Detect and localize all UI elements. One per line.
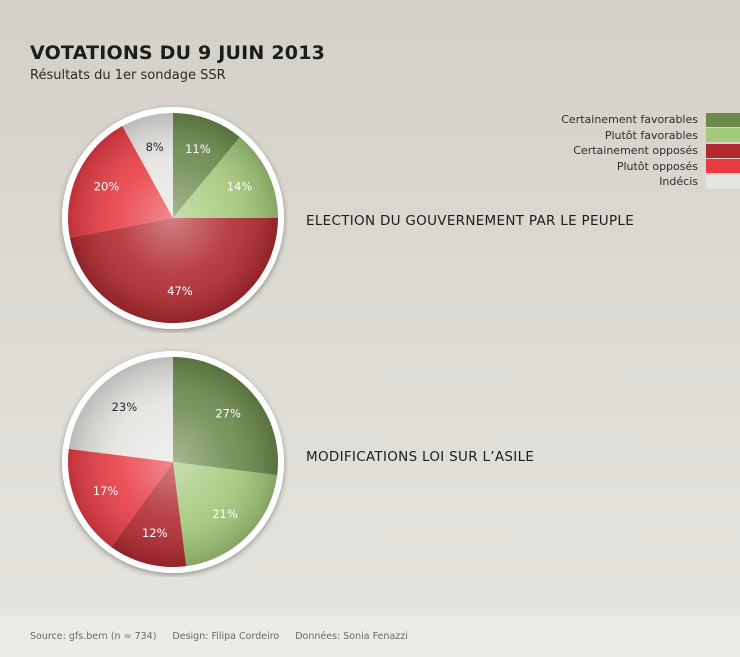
legend-item: Certainement favorables — [480, 112, 740, 128]
legend-label: Plutôt opposés — [616, 159, 698, 173]
pie-chart-asile: 27% 21% 12% 17% 23% MODIFICATIONS LOI SUR L’… — [0, 347, 740, 577]
legend-label: Certainement favorables — [561, 113, 698, 127]
legend-label: Certainement opposés — [573, 144, 698, 158]
pie-sheen — [68, 357, 278, 567]
pie-slice-label: 23% — [112, 400, 138, 414]
legend-swatch — [706, 112, 740, 127]
pie-chart-election: 11% 14% 47% 20% 8% ELECTION DU GOUVERNEMENT … — [0, 103, 740, 333]
pie-chart-label: ELECTION DU GOUVERNEMENT PAR LE PEUPLE — [306, 213, 635, 229]
footer-source: Source: gfs.bern (n = 734) — [30, 631, 157, 642]
chart-subtitle: Résultats du 1er sondage SSR — [30, 68, 226, 83]
pie-slice-label: 11% — [185, 142, 211, 156]
legend-item: Certainement opposés — [480, 143, 740, 159]
pie-slice-label: 12% — [142, 526, 168, 540]
pie-chart-label: MODIFICATIONS LOI SUR L’ASILE — [306, 449, 535, 465]
pie-slice-label: 20% — [94, 180, 120, 194]
pie-slice-label: 47% — [167, 284, 193, 298]
legend-swatch — [706, 159, 740, 174]
legend-item: Plutôt opposés — [480, 159, 740, 175]
footer: Source: gfs.bern (n = 734) Design: Filip… — [0, 616, 740, 657]
pie-slice-label: 14% — [227, 180, 253, 194]
pie-chart-svg: 11% 14% 47% 20% 8% — [62, 107, 284, 329]
pie-slice-label: 27% — [215, 406, 241, 420]
legend-swatch — [706, 143, 740, 158]
legend-swatch — [706, 128, 740, 143]
legend-label: Indécis — [659, 175, 698, 189]
pie-chart-svg: 27% 21% 12% 17% 23% — [62, 351, 284, 573]
pie-slice-label: 8% — [146, 140, 164, 154]
footer-data: Données: Sonia Fenazzi — [295, 631, 408, 642]
pie-slice-label: 17% — [93, 484, 119, 498]
pie-sheen — [68, 113, 278, 323]
legend-swatch — [706, 174, 740, 189]
legend-item: Plutôt favorables — [480, 128, 740, 144]
pie-slice-label: 21% — [212, 507, 238, 521]
legend: Certainement favorables Plutôt favorable… — [480, 112, 740, 190]
footer-design: Design: Filipa Cordeiro — [172, 631, 280, 642]
chart-title: VOTATIONS DU 9 JUIN 2013 — [30, 42, 326, 64]
legend-item: Indécis — [480, 174, 740, 190]
legend-label: Plutôt favorables — [604, 128, 698, 142]
